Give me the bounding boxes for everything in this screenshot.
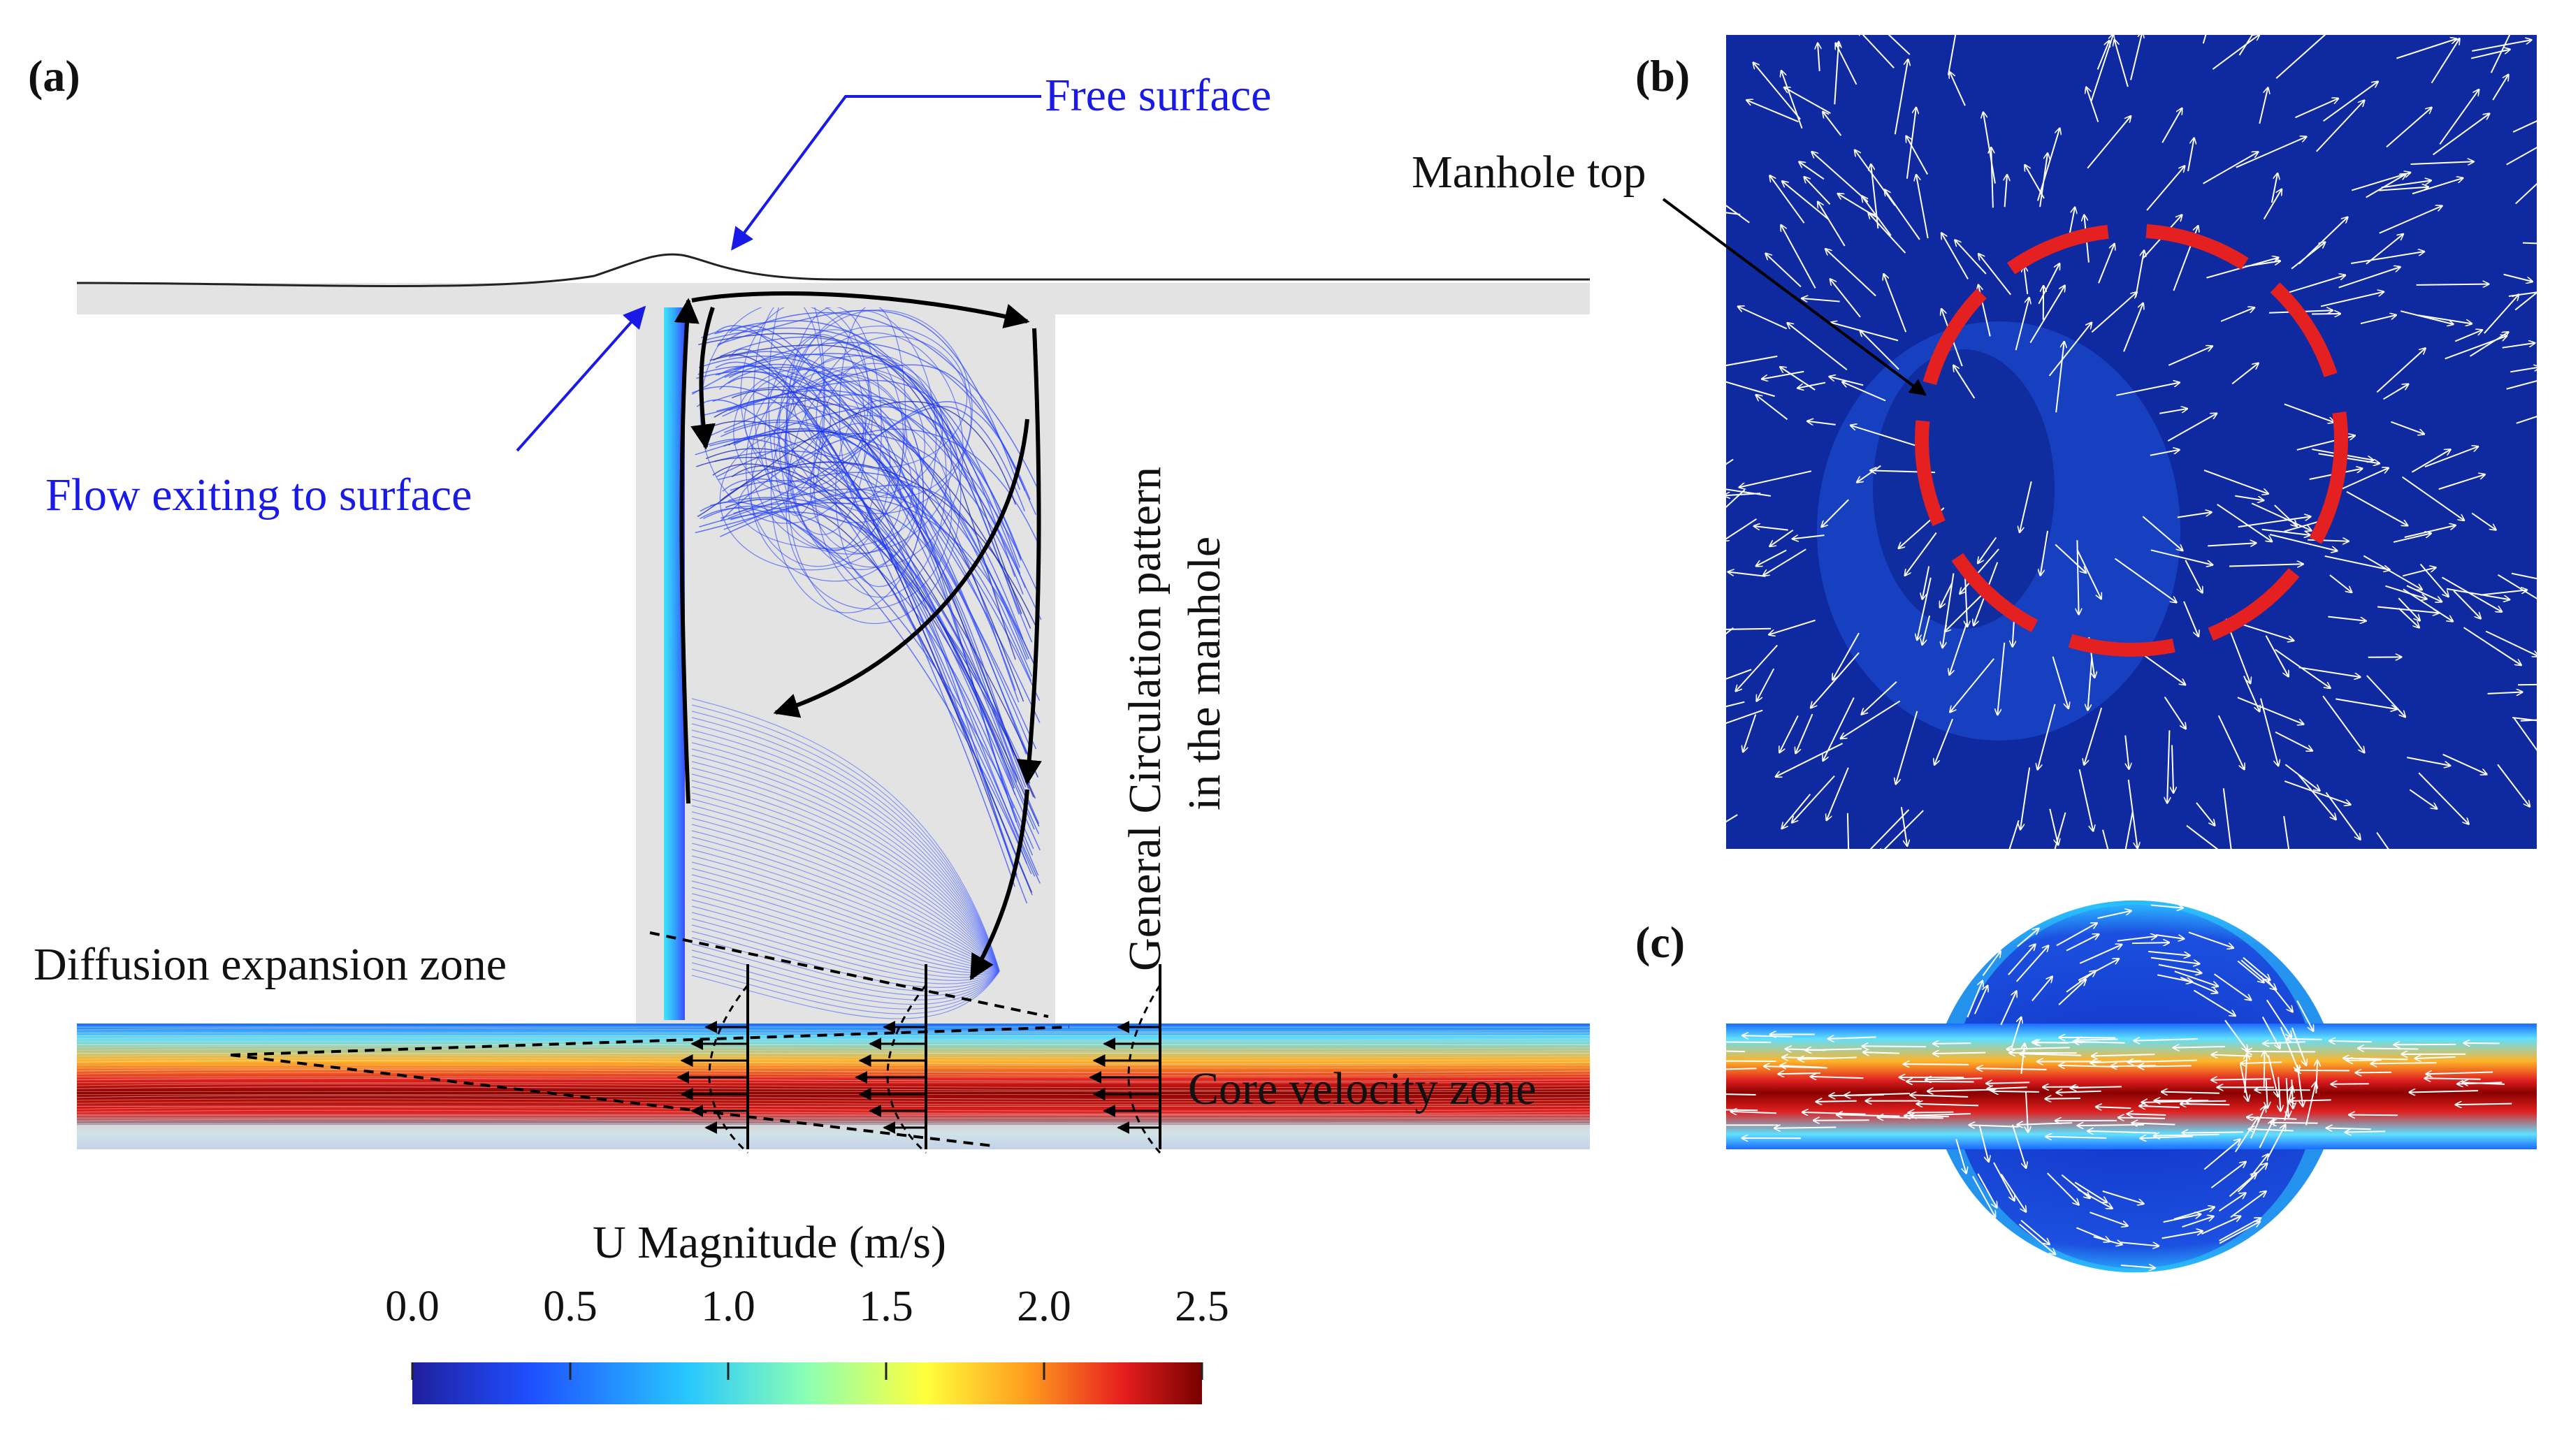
core-zone-label: Core velocity zone: [1188, 1063, 1536, 1114]
section-pipe-jet: [1726, 1024, 2537, 1149]
free-surface-label: Free surface: [1045, 70, 1271, 121]
flow-exiting-pointer: [516, 305, 646, 452]
section-vectors: [1726, 905, 2512, 1268]
manhole-top-outline: [1915, 224, 2348, 657]
panel-b: (b) Manhole top: [1412, 35, 2537, 849]
velocity-profiles: [676, 964, 1161, 1154]
colorbar-tick-label: 0.5: [543, 1283, 598, 1330]
colorbar-gradient: [412, 1362, 1202, 1404]
low-velocity-core: [1873, 349, 2055, 629]
colorbar-tick-label: 2.0: [1017, 1283, 1071, 1330]
circulation-label: General Circulation pattern in the manho…: [1120, 467, 1230, 971]
manhole-top-label: Manhole top: [1412, 147, 1646, 198]
panel-label-b: (b): [1635, 51, 1690, 101]
circulation-label-line1: General Circulation pattern: [1120, 467, 1171, 971]
colorbar-tick-label: 1.0: [701, 1283, 755, 1330]
flow-exiting-label: Flow exiting to surface: [45, 469, 472, 520]
free-surface-pointer: [731, 95, 1041, 251]
manhole-top-pointer: [1662, 198, 1927, 396]
panel-a: (a): [28, 51, 1591, 1154]
surface-channel: [77, 283, 1590, 314]
colorbar-title: U Magnitude (m/s): [593, 1217, 946, 1268]
circulation-label-line2: in the manhole: [1179, 537, 1230, 810]
expansion-envelope: [230, 931, 1070, 1147]
colorbar-tick-label: 0.0: [385, 1283, 440, 1330]
panel-label-a: (a): [28, 51, 80, 101]
colorbar-tick-label: 2.5: [1175, 1283, 1229, 1330]
panel-c: (c): [1635, 900, 2537, 1273]
circulation-arrows: [674, 291, 1042, 981]
diffusion-zone-label: Diffusion expansion zone: [34, 939, 507, 990]
free-surface-line: [76, 253, 1590, 287]
main-pipe-bottom-wall: [77, 1125, 1590, 1149]
colorbar: U Magnitude (m/s) 0.0 0.5 1.0 1.5 2.0 2.5: [385, 1217, 1229, 1404]
colorbar-ticks: 0.0 0.5 1.0 1.5 2.0 2.5: [385, 1283, 1229, 1380]
colorbar-tick-label: 1.5: [859, 1283, 913, 1330]
panel-label-c: (c): [1635, 917, 1685, 967]
